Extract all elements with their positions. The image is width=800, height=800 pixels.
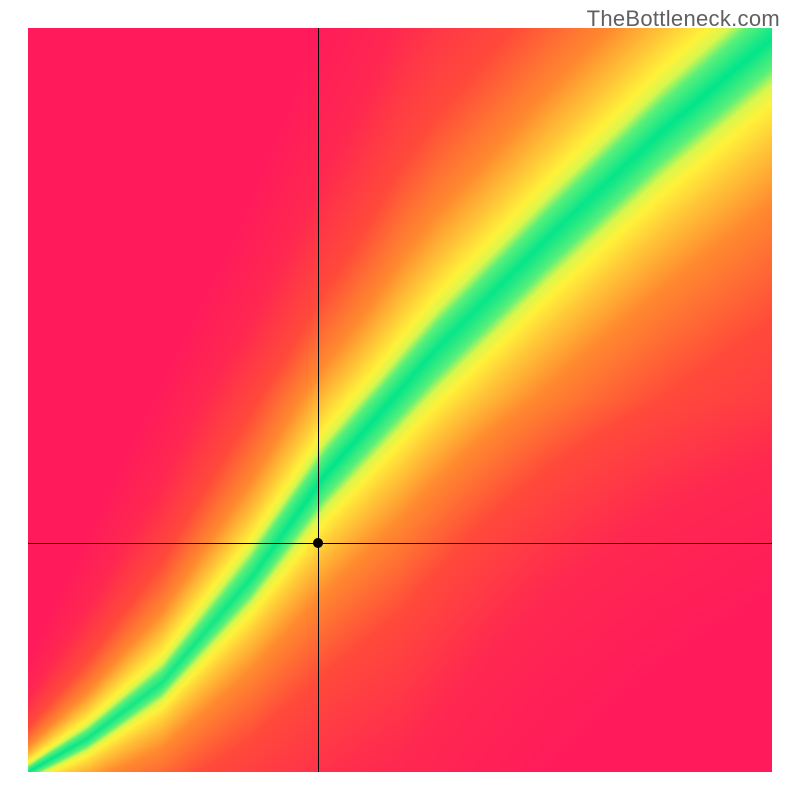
crosshair-vertical <box>318 28 319 772</box>
crosshair-horizontal <box>28 543 772 544</box>
watermark-text: TheBottleneck.com <box>587 6 780 32</box>
chart-container: TheBottleneck.com <box>0 0 800 800</box>
plot-area <box>28 28 772 772</box>
marker-dot <box>313 538 323 548</box>
heatmap-canvas <box>28 28 772 772</box>
